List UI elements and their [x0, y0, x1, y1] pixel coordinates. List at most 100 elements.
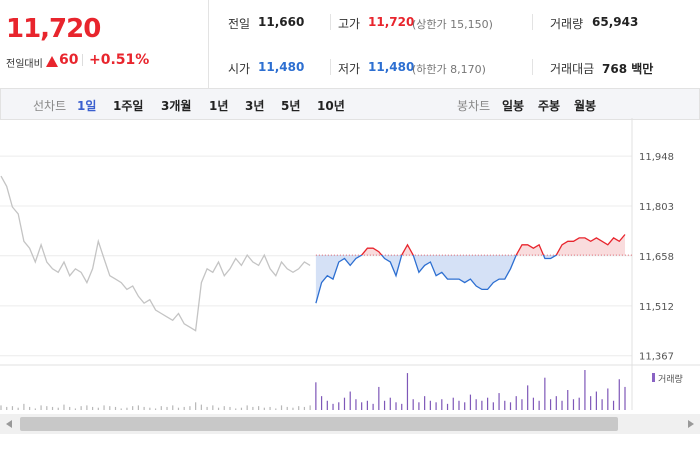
period-tab[interactable]: 1주일 — [113, 99, 144, 113]
period-tab[interactable]: 3개월 — [161, 99, 192, 113]
up-icon — [46, 56, 58, 67]
volume-bar — [378, 386, 380, 410]
volume-bar — [498, 393, 500, 410]
volume-bar — [275, 408, 277, 410]
volume-bar — [612, 400, 615, 410]
volume-bar — [412, 399, 414, 410]
stat-value: 11,660 — [258, 15, 305, 29]
scroll-thumb[interactable] — [20, 417, 618, 431]
volume-bar — [446, 403, 449, 410]
volume-bar — [458, 400, 460, 410]
volume-bar — [418, 402, 420, 410]
volume-bar — [349, 391, 351, 410]
change: 60 — [59, 52, 79, 68]
volume-bar — [361, 402, 363, 410]
y-tick-label: 11,658 — [639, 252, 674, 263]
volume-bar — [240, 407, 243, 410]
volume-bar — [618, 379, 620, 410]
volume-bar — [538, 400, 540, 410]
volume-bar — [292, 407, 294, 410]
y-tick-label: 11,512 — [639, 302, 674, 313]
price-box — [0, 0, 209, 88]
volume-bar — [212, 405, 214, 410]
tab-bar: 선차트 1일 1주일 3개월 1년 3년 5년 10년 봉차트 일봉 주봉 월봉 — [0, 88, 700, 120]
tab-group-label: 선차트 — [33, 99, 67, 113]
volume-bar — [137, 405, 139, 410]
volume-bar — [217, 407, 220, 410]
volume-bar — [590, 396, 592, 410]
volume-bar — [464, 402, 466, 410]
period-tab[interactable]: 5년 — [281, 99, 301, 113]
scroll-right[interactable] — [686, 419, 696, 429]
volume-bar — [595, 391, 597, 410]
volume-bar — [63, 404, 65, 410]
legend-swatch — [652, 373, 655, 382]
volume-bar — [515, 396, 517, 410]
volume-bar — [286, 406, 288, 410]
period-tab[interactable]: 1년 — [209, 99, 229, 113]
volume-bar — [34, 408, 36, 410]
volume-bar — [309, 405, 311, 410]
volume-bar — [263, 407, 265, 410]
volume-bar — [195, 402, 197, 410]
volume-bar — [332, 403, 334, 410]
chart: 11,948 11,803 11,658 11,512 11,367 거래량 — [0, 118, 700, 410]
volume-bar — [601, 399, 603, 410]
tab-group-label: 봉차트 — [457, 99, 491, 113]
stat-value: 11,480 — [368, 60, 415, 74]
stat-label: 고가 — [338, 17, 361, 31]
y-tick-label: 11,803 — [639, 202, 674, 213]
period-tab[interactable]: 월봉 — [574, 99, 597, 113]
volume-bar — [504, 400, 506, 410]
volume-bar — [555, 396, 557, 410]
separator — [532, 14, 533, 30]
volume-bar — [109, 406, 111, 410]
y-tick-label: 11,948 — [639, 152, 674, 163]
volume-bar — [86, 405, 88, 410]
scroll-left[interactable] — [4, 419, 14, 429]
period-tab[interactable]: 일봉 — [502, 99, 525, 113]
volume-bar — [452, 397, 454, 410]
price-line — [315, 234, 626, 304]
current-price: 11,720 — [6, 14, 101, 44]
volume-bar — [487, 397, 489, 410]
volume-bar — [206, 406, 208, 410]
volume-bar — [578, 397, 580, 410]
separator — [330, 14, 331, 30]
volume-bar — [229, 406, 231, 410]
volume-bar — [69, 406, 71, 410]
volume-bar — [252, 406, 254, 410]
volume-bar — [200, 404, 202, 410]
separator — [330, 59, 331, 75]
volume-bar — [355, 399, 357, 410]
volume-bar — [406, 373, 409, 410]
volume-bar — [469, 394, 472, 410]
volume-bar — [40, 405, 42, 410]
volume-bar — [607, 388, 609, 410]
separator — [82, 54, 83, 66]
volume-bar — [80, 406, 82, 410]
volume-bar — [246, 405, 248, 410]
volume-bar — [23, 403, 25, 410]
volume-bar — [29, 406, 31, 410]
volume-bar — [584, 370, 586, 410]
period-tab[interactable]: 주봉 — [538, 99, 561, 113]
stat-value: 768 백만 — [602, 62, 654, 76]
volume-bar — [549, 399, 552, 410]
volume-bar — [235, 408, 237, 410]
volume-bar — [143, 406, 145, 410]
volume-bar — [183, 406, 185, 410]
volume-bar — [315, 382, 317, 410]
volume-bar — [114, 406, 117, 410]
change-rate: +0.51% — [89, 52, 150, 68]
period-tab[interactable]: 3년 — [245, 99, 265, 113]
volume-bar — [126, 407, 128, 410]
volume-bar — [258, 406, 260, 410]
stat-value: 65,943 — [592, 15, 639, 29]
volume-bar — [57, 407, 59, 410]
period-tab[interactable]: 1일 — [77, 99, 97, 113]
volume-bar — [475, 399, 477, 410]
period-tab[interactable]: 10년 — [317, 99, 345, 113]
volume-bar — [389, 397, 391, 410]
